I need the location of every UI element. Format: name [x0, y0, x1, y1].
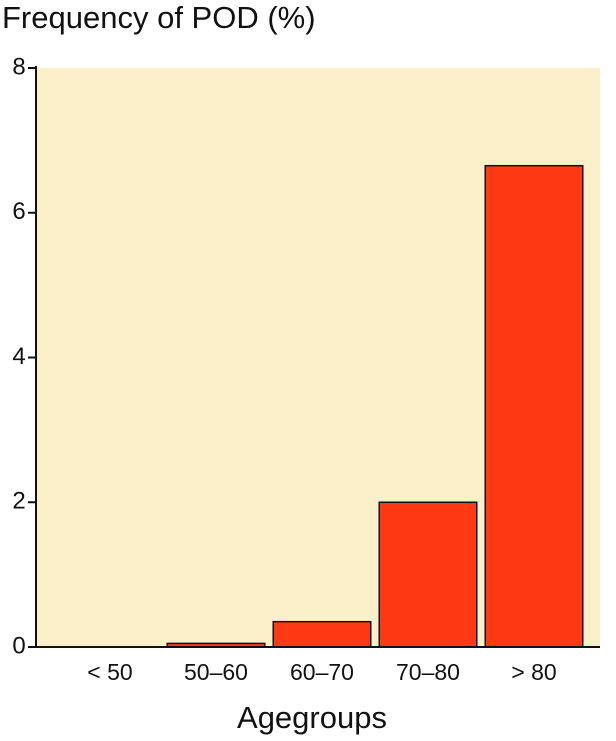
x-tick-label: < 50 — [87, 659, 132, 685]
bar — [484, 164, 584, 648]
y-tick-label: 2 — [12, 488, 25, 515]
x-tick-label: 50–60 — [184, 659, 248, 685]
x-tick-label: 60–70 — [290, 659, 354, 685]
bar — [272, 620, 372, 648]
x-axis-label: Agegroups — [237, 700, 387, 735]
y-tick-label: 0 — [12, 632, 25, 659]
chart-title: Frequency of POD (%) — [2, 0, 316, 35]
x-tick-label: > 80 — [511, 659, 556, 685]
bar — [378, 501, 478, 648]
y-tick-label: 4 — [12, 343, 25, 370]
x-tick-label: 70–80 — [396, 659, 460, 685]
y-tick-label: 6 — [12, 198, 25, 225]
y-tick-label: 8 — [12, 53, 25, 80]
